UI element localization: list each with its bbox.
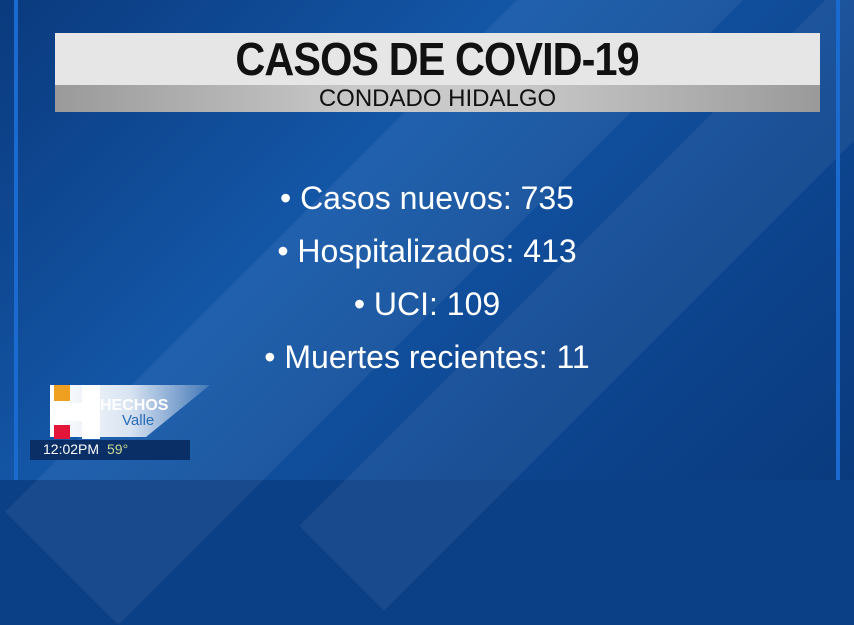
title-bar: CASOS DE COVID-19 — [55, 33, 820, 85]
frame-border — [14, 0, 840, 480]
stat-new-cases: • Casos nuevos: 735 — [279, 180, 575, 216]
page-title: CASOS DE COVID-19 — [235, 33, 640, 85]
stat-hospitalized: • Hospitalizados: 413 — [277, 233, 577, 269]
hechos-logo-icon — [54, 385, 100, 439]
clock: 12:02PM — [43, 441, 100, 457]
stat-icu: • UCI: 109 — [353, 286, 501, 322]
subtitle-bar: CONDADO HIDALGO — [55, 85, 820, 112]
stat-deaths: • Muertes recientes: 11 — [264, 339, 590, 375]
logo-text: HECHOS — [100, 397, 169, 414]
ticker-bar — [30, 440, 190, 460]
page-subtitle: CONDADO HIDALGO — [318, 84, 557, 112]
logo-subtext: Valle — [122, 412, 155, 429]
stats-list: • Casos nuevos: 735 • Hospitalizados: 41… — [0, 172, 854, 384]
temperature: 59° — [107, 441, 129, 457]
